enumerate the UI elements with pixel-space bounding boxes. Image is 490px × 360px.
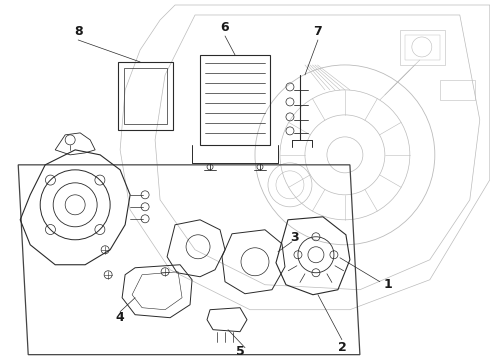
Text: 3: 3 [291, 231, 299, 244]
Text: 2: 2 [338, 341, 346, 354]
Text: 7: 7 [314, 26, 322, 39]
Text: 1: 1 [384, 278, 392, 291]
Text: 5: 5 [236, 345, 245, 358]
Text: 8: 8 [74, 26, 82, 39]
Text: 6: 6 [220, 22, 229, 35]
Text: 4: 4 [116, 311, 124, 324]
